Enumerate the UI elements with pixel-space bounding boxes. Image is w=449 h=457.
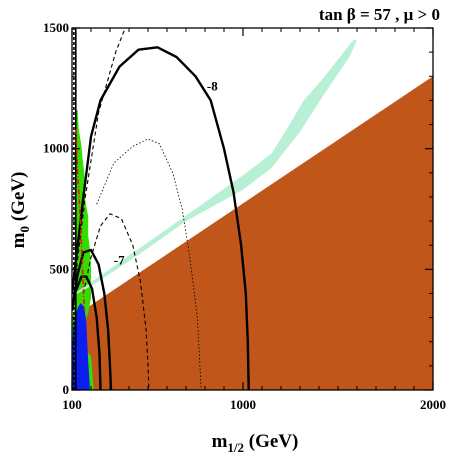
y-tick-label: 1500 — [43, 20, 69, 35]
contour-labels: -8 -7 — [114, 79, 218, 268]
contour-line-4 — [82, 213, 150, 390]
contour-line-3 — [72, 275, 102, 390]
contour-label: -7 — [114, 253, 125, 268]
region-excluded-brown — [72, 76, 433, 390]
contour-line-1 — [72, 46, 250, 390]
contour-label: -8 — [207, 79, 218, 94]
x-tick-label: 100 — [62, 397, 82, 412]
chart-title: tan β = 57 , μ > 0 — [319, 5, 440, 24]
plot-frame — [71, 27, 434, 391]
contour-line-6 — [75, 28, 126, 275]
axis-ticks: 100 1000 2000 0 500 1000 1500 — [43, 20, 446, 412]
filled-regions — [72, 40, 433, 390]
x-tick-label: 1000 — [230, 397, 256, 412]
x-axis-label: m1/2 (GeV) — [212, 431, 299, 455]
y-tick-label: 1000 — [43, 141, 69, 156]
y-axis-label: m0 (GeV) — [8, 172, 32, 249]
y-tick-label: 500 — [50, 261, 70, 276]
contour-line-9 — [75, 129, 86, 311]
contour-line-2 — [72, 248, 113, 390]
contour-line-5 — [96, 138, 202, 390]
y-tick-label: 0 — [63, 382, 70, 397]
contour-lines — [72, 28, 250, 390]
x-tick-label: 2000 — [420, 397, 446, 412]
